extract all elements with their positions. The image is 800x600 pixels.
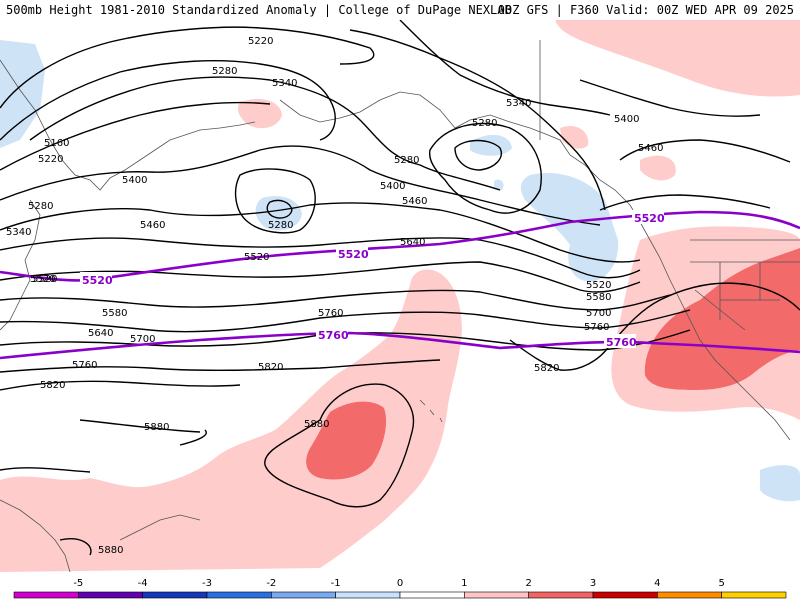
colorbar-swatches [13,591,787,599]
colorbar-ticks: -5 -4 -3 -2 -1 0 1 2 3 4 5 [73,578,725,589]
positive-anomaly-area [0,269,462,572]
contour-label: 5760 [72,360,97,371]
highlight-label: 5520 [338,248,369,261]
colorbar-tick-label: -2 [266,578,276,589]
colorbar-tick-label: -4 [138,578,148,589]
negative-anomaly-area [470,134,512,156]
contour-label: 5280 [212,66,237,77]
contour-labels: 5220 5280 5340 5160 5220 5400 5280 5340 … [6,36,663,556]
contour-label: 5280 [268,220,293,231]
contour-label: 5700 [130,334,155,345]
negative-anomaly-area [760,465,800,502]
highlight-labels: 5520 5520 5520 5760 5760 [80,210,665,349]
contour-label: 5820 [40,380,65,391]
contour-label: 5400 [122,175,147,186]
contour-label: 5460 [140,220,165,231]
contour-label: 5160 [44,138,69,149]
strong-positive-anomaly-area [306,401,387,480]
contour-label: 5880 [98,545,123,556]
contour-label: 5520 [586,280,611,291]
highlight-label: 5760 [606,336,637,349]
contour-label: 5820 [258,362,283,373]
colorbar-tick-label: -3 [202,578,212,589]
positive-anomaly-area [640,155,676,181]
negative-anomaly-area [493,179,504,191]
contour-label: 5820 [534,363,559,374]
height-contours [0,20,800,556]
colorbar-tick-label: -5 [73,578,83,589]
colorbar-swatch [78,591,143,599]
map-header: 500mb Height 1981-2010 Standardized Anom… [0,0,800,20]
positive-anomaly-area [560,125,589,149]
colorbar-tick-label: 4 [654,578,660,589]
contour-label: 5280 [394,155,419,166]
contour-label: 5460 [402,196,427,207]
contour-label: 5220 [38,154,63,165]
contour-label: 5520 [30,274,55,285]
colorbar-swatch [657,591,722,599]
contour-label: 5340 [506,98,531,109]
negative-anomaly-area [255,195,302,231]
contour-label: 5400 [614,114,639,125]
contour-label: 5400 [380,181,405,192]
colorbar-swatch [592,591,658,599]
contour-label: 5280 [472,118,497,129]
strong-positive-anomaly-area [644,248,800,390]
colorbar-swatch [206,591,272,599]
negative-anomaly-area [0,40,45,148]
positive-anomaly-area [237,98,282,129]
contour-label: 5640 [88,328,113,339]
highlight-label: 5520 [634,212,665,225]
colorbar-swatch [335,591,401,599]
colorbar-tick-label: 0 [397,578,403,589]
contour-label: 5520 [32,274,57,285]
contour-label: 5280 [28,201,53,212]
colorbar-tick-label: 3 [590,578,596,589]
model-run-info: 00Z GFS | F360 Valid: 00Z WED APR 09 202… [497,3,794,17]
anomaly-map: 5220 5280 5340 5160 5220 5400 5280 5340 … [0,20,800,572]
contour-label: 5580 [102,308,127,319]
highlight-label: 5760 [318,329,349,342]
contour-label: 5760 [584,322,609,333]
colorbar-swatch [399,591,465,599]
contour-label: 5580 [586,292,611,303]
colorbar-tick-label: 1 [461,578,467,589]
colorbar-swatch [142,591,208,599]
colorbar-tick-label: 5 [718,578,724,589]
contour-label: 5340 [6,227,31,238]
contour-label: 5220 [248,36,273,47]
colorbar-tick-label: 2 [525,578,531,589]
positive-anomaly-area [555,20,800,97]
contour-label: 5520 [244,252,269,263]
colorbar-swatch [721,591,787,599]
contour-label: 5880 [144,422,169,433]
contour-label: 5340 [272,78,297,89]
colorbar-swatch [528,591,594,599]
colorbar-tick-label: -1 [331,578,341,589]
contour-label: 5760 [318,308,343,319]
negative-anomaly-area [520,172,619,282]
contour-label: 5460 [638,143,663,154]
coastlines [0,40,800,572]
colorbar-swatch [13,591,79,599]
colorbar-swatch [271,591,336,599]
contour-label: 5880 [304,419,329,430]
contour-label: 5640 [400,237,425,248]
contour-label: 5700 [586,308,611,319]
map-title: 500mb Height 1981-2010 Standardized Anom… [6,3,512,17]
anomaly-colorbar: -5 -4 -3 -2 -1 0 1 2 3 4 5 [13,578,787,599]
colorbar-swatch [464,591,529,599]
highlight-label: 5520 [82,274,113,287]
anomaly-shading [0,20,800,572]
